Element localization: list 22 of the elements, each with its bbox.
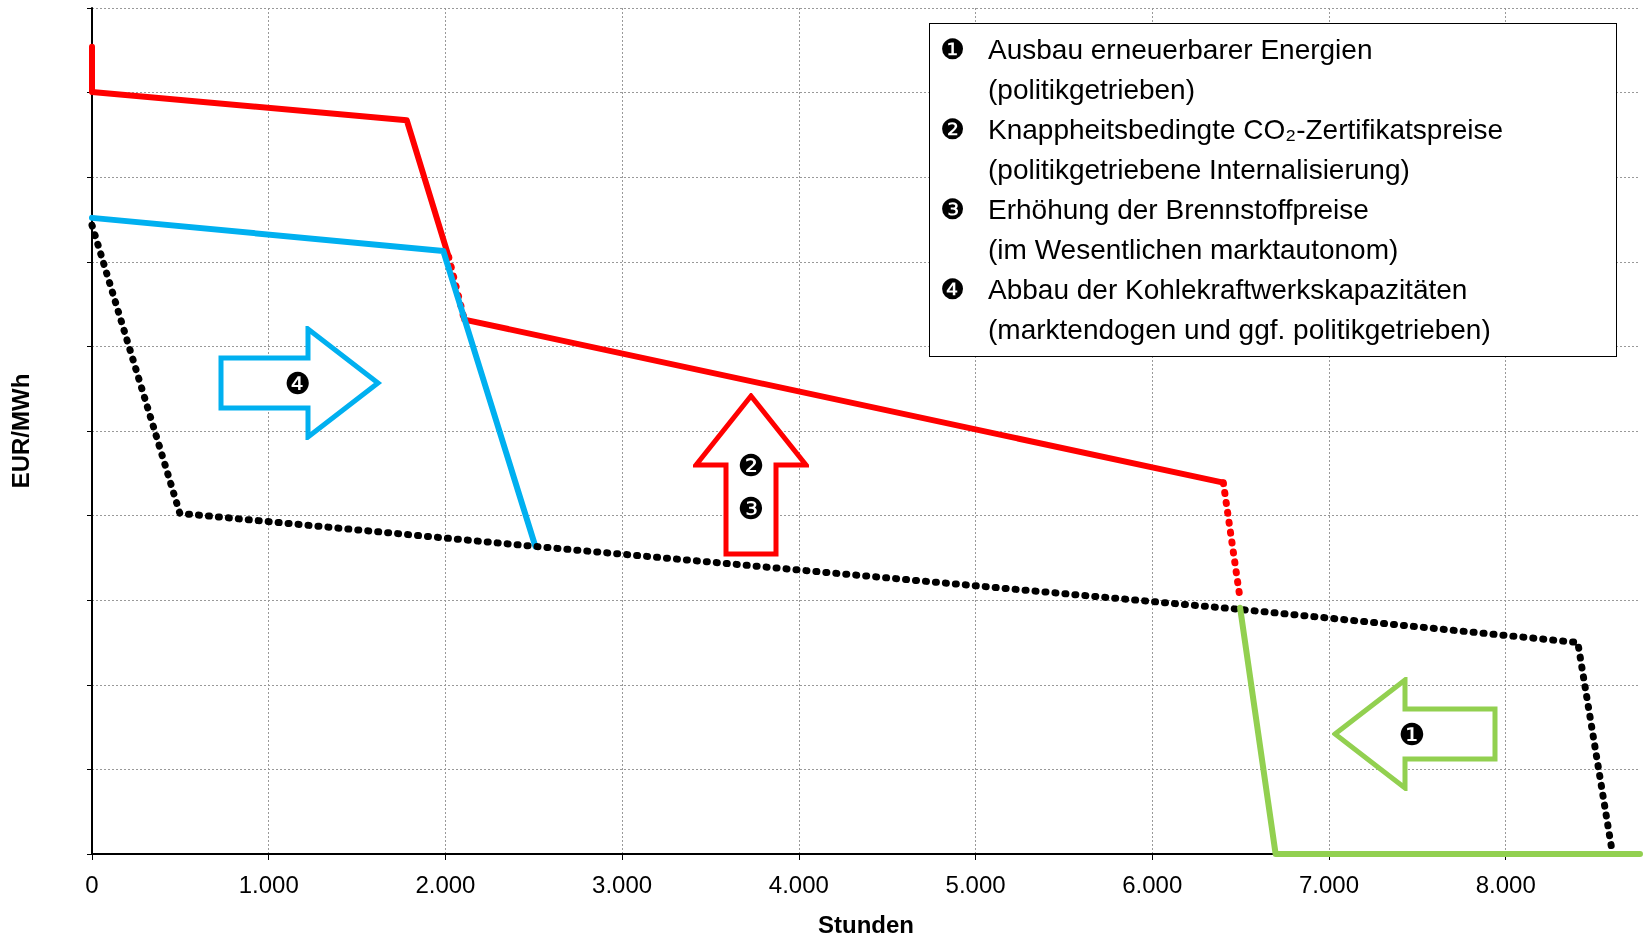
annotation: ❶ Ausbau erneuerbarer Energien (politikgetrieben) [940,33,1373,107]
annotation: ❹ [284,365,312,401]
annotation: ❶ [1398,716,1426,752]
x-tick-label: 5.000 [945,870,1006,898]
x-tick-label: 4.000 [768,870,829,898]
x-axis-title: Stunden [818,910,914,938]
x-tick-label: 7.000 [1298,870,1360,898]
y-axis-title: EUR/MWh [6,373,34,489]
x-tick-label: 3.000 [592,870,653,898]
x-tick-label: 8.000 [1475,870,1536,898]
annotation: ❷ Knappheitsbedingte CO₂-Zertifikatspreise (politikgetriebene Internalisierung) [940,113,1504,187]
x-tick-label: 6.000 [1122,870,1183,898]
annotation: ❹ Abbau der Kohlekraftwerkskapazitäten (marktendogen und ggf. politikgetrieben) [940,273,1491,347]
arrow-icon: ❹ [218,326,384,440]
annotation: ❷ [737,447,765,483]
annotation: ❸ Erhöhung der Brennstoffpreise (im Wesentlichen marktautonom) [940,193,1399,267]
x-tick-label: 2.000 [415,870,476,898]
x-tick-label: 1.000 [238,870,299,898]
arrow-icon: ❷ ❸ [693,393,809,557]
annotation: ❸ [737,490,765,526]
arrow-icon: ❶ [1332,677,1498,791]
x-tick-label: 0 [85,870,99,898]
